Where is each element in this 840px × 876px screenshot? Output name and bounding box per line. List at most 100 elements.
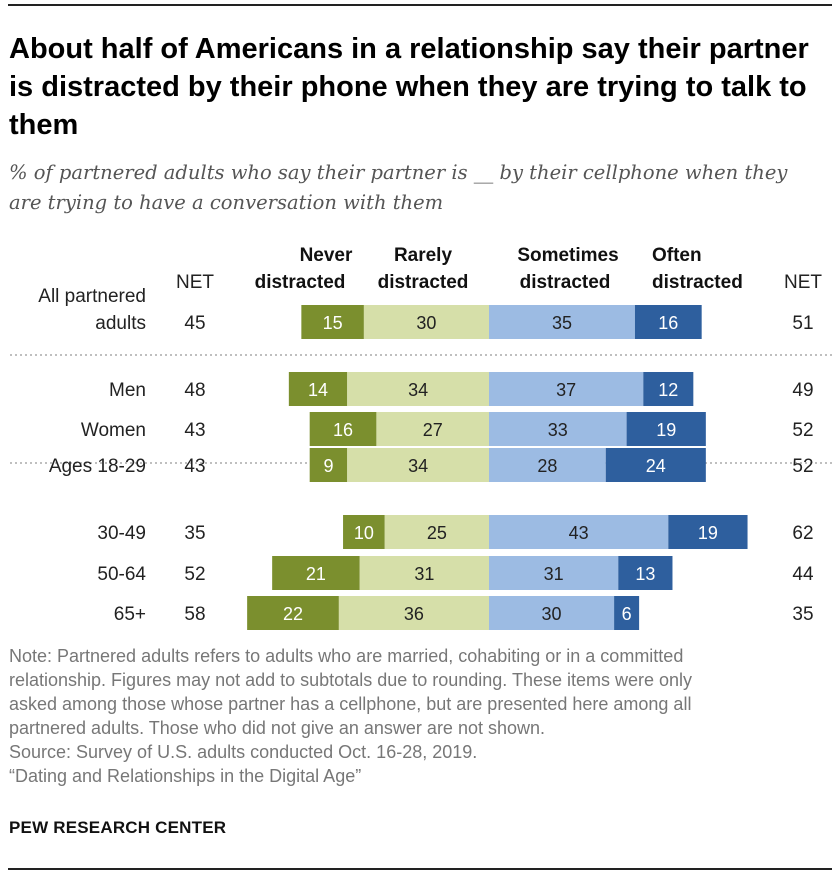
bar-never-label: 16 — [333, 420, 353, 440]
chart-note: Note: Partnered adults refers to adults … — [9, 644, 809, 788]
net-right-value: 35 — [792, 604, 813, 625]
bar-rarely-label: 25 — [427, 523, 447, 543]
bar-rarely — [376, 412, 489, 446]
net-right-value: 62 — [792, 523, 813, 544]
row-label: 50-64 — [97, 564, 146, 585]
often-header: distracted — [652, 272, 743, 293]
bar-never-label: 21 — [306, 564, 326, 584]
bar-often-label: 19 — [698, 523, 718, 543]
bar-sometimes-label: 37 — [556, 380, 576, 400]
sometimes-header: distracted — [520, 272, 611, 293]
bar-often-label: 13 — [635, 564, 655, 584]
bar-rarely-label: 36 — [404, 604, 424, 624]
bar-sometimes-label: 28 — [537, 456, 557, 476]
bar-often — [614, 596, 640, 630]
bar-never — [309, 412, 377, 446]
net-left-value: 45 — [184, 313, 205, 334]
bar-often — [626, 412, 706, 446]
bar-sometimes — [489, 448, 606, 482]
bar-never — [272, 556, 360, 590]
bar-sometimes — [489, 412, 627, 446]
row-label: 65+ — [114, 604, 146, 625]
row-label: Women — [81, 420, 146, 441]
net-right-value: 52 — [792, 420, 813, 441]
chart-svg: NET NET Never distracted Rarely distracted Som… — [10, 245, 832, 630]
row-label: All partnered — [38, 286, 146, 307]
bar-rarely-label: 34 — [408, 380, 428, 400]
rarely-header: Rarely — [394, 245, 453, 266]
bar-sometimes — [489, 372, 644, 406]
sometimes-header: Sometimes — [517, 245, 618, 266]
bar-sometimes-label: 35 — [552, 313, 572, 333]
net-right-value: 44 — [792, 564, 814, 585]
net-left-header: NET — [176, 272, 214, 293]
bar-sometimes-label: 31 — [544, 564, 564, 584]
bar-rarely-label: 31 — [414, 564, 434, 584]
bar-often-label: 6 — [622, 604, 632, 624]
bar-sometimes — [489, 596, 615, 630]
bar-often — [668, 515, 748, 549]
net-left-value: 52 — [184, 564, 205, 585]
bar-never — [301, 305, 364, 339]
net-left-value: 43 — [184, 420, 205, 441]
bar-often — [605, 448, 706, 482]
source-line: Source: Survey of U.S. adults conducted … — [9, 742, 478, 762]
bar-sometimes-label: 30 — [542, 604, 562, 624]
chart-title: About half of Americans in a relationshi… — [9, 33, 809, 141]
bar-never-label: 9 — [323, 456, 333, 476]
rarely-header: distracted — [378, 272, 469, 293]
bar-often — [618, 556, 673, 590]
top-rule — [8, 4, 832, 6]
bar-never — [343, 515, 385, 549]
note-line: relationship. Figures may not add to sub… — [9, 670, 693, 690]
never-header: distracted — [255, 272, 346, 293]
bar-often — [643, 372, 694, 406]
net-right-value: 49 — [792, 380, 813, 401]
bar-rarely-label: 34 — [408, 456, 428, 476]
chart-subtitle: % of partnered adults who say their part… — [9, 161, 788, 214]
bar-often-label: 19 — [656, 420, 676, 440]
note-line: Note: Partnered adults refers to adults … — [9, 646, 684, 666]
bar-sometimes — [489, 515, 669, 549]
row-label: adults — [95, 313, 146, 334]
bar-rarely — [338, 596, 489, 630]
row-label: 30-49 — [97, 523, 146, 544]
bar-sometimes-label: 43 — [569, 523, 589, 543]
bar-often-label: 16 — [658, 313, 678, 333]
bar-rarely — [347, 448, 489, 482]
bar-never — [288, 372, 348, 406]
bar-sometimes — [489, 556, 619, 590]
net-right-header: NET — [784, 272, 822, 293]
bar-rarely-label: 30 — [416, 313, 436, 333]
brand-logo-text: PEW RESEARCH CENTER — [9, 818, 227, 837]
bar-sometimes-label: 33 — [548, 420, 568, 440]
bar-never-label: 14 — [308, 380, 328, 400]
report-title-line: “Dating and Relationships in the Digital… — [9, 766, 362, 786]
bar-rarely-label: 27 — [423, 420, 443, 440]
row-label: Ages 18-29 — [49, 456, 146, 477]
bar-rarely — [384, 515, 489, 549]
bar-never — [309, 448, 348, 482]
often-header: Often — [652, 245, 702, 266]
net-right-value: 51 — [792, 313, 813, 334]
row-label: Men — [109, 380, 146, 401]
bar-often-label: 24 — [646, 456, 666, 476]
note-line: partnered adults. Those who did not give… — [9, 718, 546, 738]
bar-never-label: 10 — [354, 523, 374, 543]
net-left-value: 43 — [184, 456, 205, 477]
bar-never-label: 22 — [283, 604, 303, 624]
bar-never — [247, 596, 339, 630]
net-right-value: 52 — [792, 456, 813, 477]
never-header: Never — [300, 245, 353, 266]
net-left-value: 35 — [184, 523, 205, 544]
bar-sometimes — [489, 305, 635, 339]
bar-often-label: 12 — [658, 380, 678, 400]
bar-never-label: 15 — [323, 313, 343, 333]
bar-rarely — [363, 305, 489, 339]
bar-rarely — [347, 372, 489, 406]
net-left-value: 48 — [184, 380, 205, 401]
net-left-value: 58 — [184, 604, 205, 625]
bar-rarely — [359, 556, 489, 590]
bar-often — [634, 305, 702, 339]
note-line: asked among those whose partner has a ce… — [9, 694, 692, 714]
